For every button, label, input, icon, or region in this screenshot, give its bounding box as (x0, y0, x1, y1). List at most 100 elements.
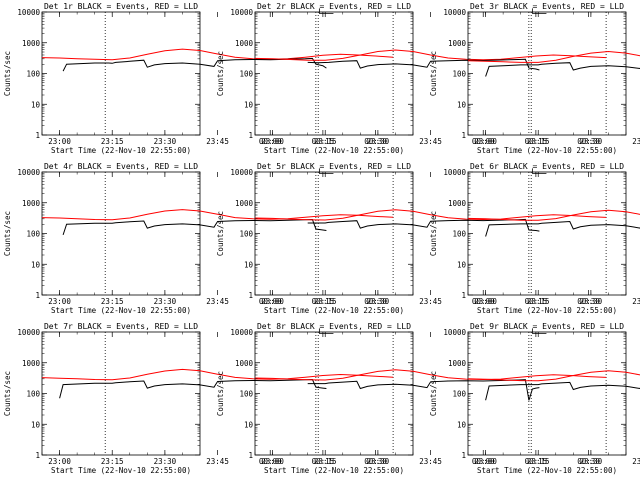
y-tick-label: 10 (31, 260, 41, 269)
plot-frame (467, 331, 627, 456)
events-series-line (485, 220, 640, 237)
y-tick-label: 10000 (443, 328, 466, 337)
y-tick-label: 10 (457, 420, 467, 429)
interval-marker (318, 8, 334, 14)
x-tick-label: 23:15 (314, 457, 337, 466)
plot-frame (254, 11, 414, 136)
chart-panel-2: Det 2r BLACK = Events, RED = LLD 1 10 100 10… (216, 2, 607, 155)
events-series-line (485, 62, 640, 77)
x-tick-label: 23:00 (261, 457, 284, 466)
y-tick-label: 10000 (17, 328, 40, 337)
x-tick-label: 00:30 (364, 297, 387, 306)
y-tick-label: 10 (244, 100, 254, 109)
events-series-line (307, 58, 540, 71)
events-series-line (59, 378, 327, 399)
x-tick-label: 23:15 (527, 137, 550, 146)
y-tick-label: 100 (26, 230, 40, 239)
chart-title: Det 9r BLACK = Events, RED = LLD (470, 322, 624, 331)
y-tick-label: 1 (248, 451, 253, 460)
x-tick-label: 00:00 (259, 297, 282, 306)
x-tick-label: 00:00 (259, 137, 282, 146)
y-tick-label: 1000 (22, 359, 41, 368)
x-tick-label: 23:00 (474, 137, 497, 146)
x-tick-label: 00:00 (472, 137, 495, 146)
y-tick-label: 100 (239, 70, 253, 79)
x-tick-label: 23:30 (154, 297, 177, 306)
y-tick-label: 1000 (22, 199, 41, 208)
lld-series-line (467, 209, 640, 221)
x-tick-label: 23:15 (314, 297, 337, 306)
x-tick-label: 00:15 (525, 297, 548, 306)
x-axis-label: Start Time (22-Nov-10 22:55:00) (477, 466, 617, 475)
x-axis-label: Start Time (22-Nov-10 22:55:00) (264, 466, 404, 475)
y-tick-label: 1000 (448, 359, 467, 368)
plot-frame (41, 331, 201, 456)
x-tick-label: 23:45 (419, 457, 442, 466)
y-tick-label: 10 (244, 420, 254, 429)
chart-panel-5: Det 5r BLACK = Events, RED = LLD11010010… (216, 162, 607, 315)
chart-title: Det 2r BLACK = Events, RED = LLD (257, 2, 411, 11)
interval-marker (531, 328, 547, 334)
y-tick-label: 10 (31, 100, 41, 109)
chart-title: Det 7r BLACK = Events, RED = LLD (44, 322, 198, 331)
x-axis-label: Start Time (22-Nov-10 22:55:00) (477, 306, 617, 315)
y-tick-label: 1000 (235, 359, 254, 368)
chart-panel-7: Det 7r BLACK = Events, RED = LLD11010010… (3, 322, 394, 475)
y-axis-label: Counts/sec (216, 371, 225, 416)
y-tick-label: 100 (452, 390, 466, 399)
x-tick-label: 23:30 (154, 457, 177, 466)
y-tick-label: 10 (457, 260, 467, 269)
x-tick-label: 23:30 (367, 457, 390, 466)
y-tick-label: 10000 (17, 8, 40, 17)
plot-frame (467, 171, 627, 296)
x-tick-label: 00:15 (312, 137, 335, 146)
x-tick-label: 23:30 (580, 457, 603, 466)
x-tick-label: 00:00 (472, 297, 495, 306)
x-tick-label: 23:30 (154, 137, 177, 146)
y-tick-label: 1 (461, 131, 466, 140)
y-tick-label: 1 (35, 291, 40, 300)
y-tick-label: 1 (35, 131, 40, 140)
y-axis-label: Counts/sec (3, 51, 12, 96)
y-tick-label: 100 (452, 70, 466, 79)
chart-panel-8: Det 8r BLACK = Events, RED = LLD11010010… (216, 322, 607, 475)
y-tick-label: 10000 (230, 168, 253, 177)
y-tick-label: 1 (461, 451, 466, 460)
chart-panel-6: Det 6r BLACK = Events, RED = LLD 1 10 100 10… (429, 162, 640, 315)
y-tick-label: 1000 (235, 199, 254, 208)
x-tick-label: 00:15 (312, 457, 335, 466)
events-series-line (62, 218, 327, 236)
x-axis-label: Start Time (22-Nov-10 22:55:00) (51, 146, 191, 155)
chart-panel-9: Det 9r BLACK = Events, RED = LLD 1 10 100 10… (429, 322, 640, 475)
interval-marker (531, 168, 547, 174)
x-tick-label: 23:00 (48, 457, 71, 466)
x-tick-label: 23:15 (101, 457, 124, 466)
x-tick-label: 23:30 (367, 137, 390, 146)
y-tick-label: 10000 (230, 8, 253, 17)
y-tick-label: 10 (457, 100, 467, 109)
x-tick-label: 23:45 (632, 137, 640, 146)
x-tick-label: 23:45 (632, 297, 640, 306)
x-axis-label: Start Time (22-Nov-10 22:55:00) (477, 146, 617, 155)
chart-title: Det 8r BLACK = Events, RED = LLD (257, 322, 411, 331)
y-tick-label: 1000 (235, 39, 254, 48)
x-tick-label: 23:00 (261, 137, 284, 146)
y-axis-label: Counts/sec (3, 371, 12, 416)
chart-title: Det 6r BLACK = Events, RED = LLD (470, 162, 624, 171)
x-tick-label: 23:00 (48, 137, 71, 146)
y-tick-label: 1000 (22, 39, 41, 48)
interval-marker (318, 168, 334, 174)
y-axis-label: Counts/sec (429, 371, 438, 416)
plot-frame (254, 331, 414, 456)
lld-series-line (254, 49, 607, 61)
y-tick-label: 100 (239, 390, 253, 399)
x-tick-label: 00:15 (525, 457, 548, 466)
y-tick-label: 1 (35, 451, 40, 460)
x-tick-label: 00:30 (577, 297, 600, 306)
y-tick-label: 1000 (448, 39, 467, 48)
x-tick-label: 23:45 (206, 457, 229, 466)
chart-panel-4: Det 4r BLACK = Events, RED = LLD11010010… (3, 162, 394, 315)
x-tick-label: 23:45 (206, 137, 229, 146)
